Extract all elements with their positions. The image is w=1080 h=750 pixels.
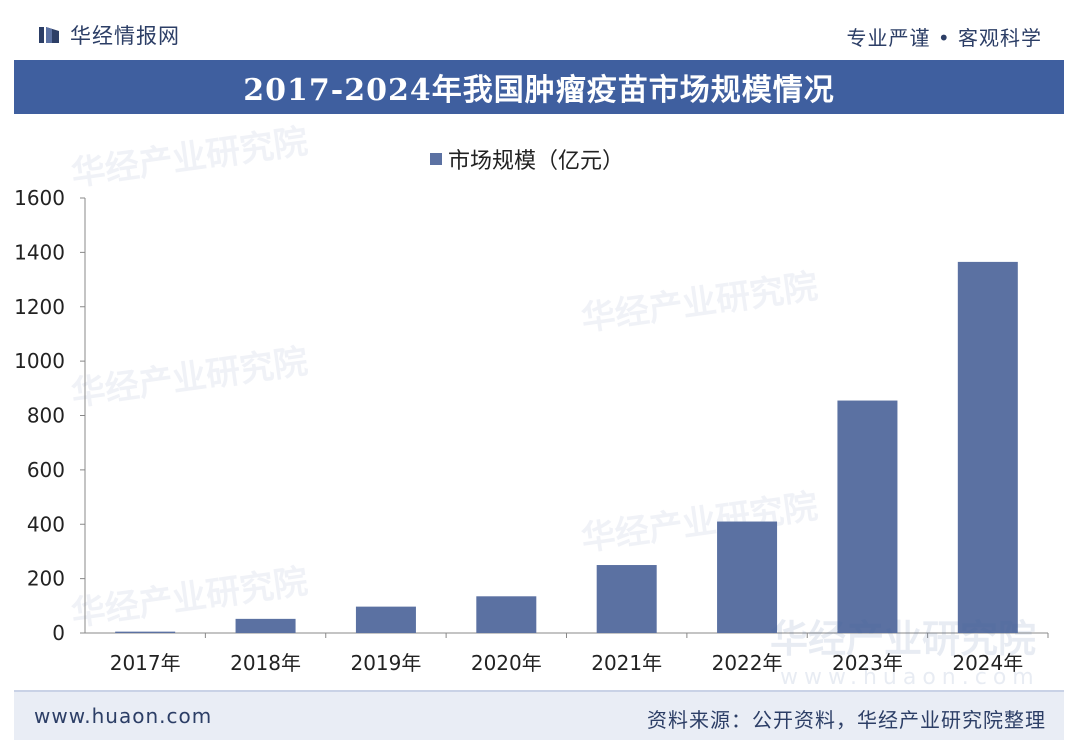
y-tick-label: 1000 [14,349,65,373]
x-tick-label: 2020年 [471,651,542,675]
brand-name: 华经情报网 [70,24,180,48]
bar [717,521,778,633]
footer: www.huaon.com 资料来源：公开资料，华经产业研究院整理 [14,690,1064,740]
bar-chart: 0 200 400 600 800 1000 1200 1400 1600 2017年 2018年 2… [14,186,1049,690]
y-tick-label: 1600 [14,186,65,210]
bar [596,565,657,633]
bar [355,606,416,633]
title-band: 2017-2024年我国肿瘤疫苗市场规模情况 [14,60,1064,114]
legend: 市场规模（亿元） [430,143,624,175]
bar [476,596,537,633]
bar [957,261,1018,633]
brand-logo-icon [39,27,59,43]
footer-url[interactable]: www.huaon.com [34,704,213,728]
x-tick-label: 2021年 [591,651,662,675]
bar [115,631,176,633]
chart-title: 2017-2024年我国肿瘤疫苗市场规模情况 [243,73,835,108]
y-tick-label: 1400 [14,240,65,264]
bar [235,618,296,633]
x-tick-label: 2022年 [712,651,783,675]
y-tick-label: 200 [27,567,65,591]
bar [837,400,898,633]
y-tick-label: 800 [27,404,65,428]
watermark-url: www.huaon.com [780,665,1040,690]
x-tick-label: 2017年 [110,651,181,675]
y-tick-label: 1200 [14,295,65,319]
watermark-logo: 华经产业研究院 [770,617,1036,661]
x-tick-label: 2024年 [952,651,1023,675]
slogan: 专业严谨 • 客观科学 [846,26,1042,50]
y-tick-label: 400 [27,512,65,536]
x-tick-label: 2018年 [230,651,301,675]
footer-source: 资料来源：公开资料，华经产业研究院整理 [647,708,1046,732]
legend-swatch [430,153,442,165]
x-tick-label: 2019年 [350,651,421,675]
y-tick-label: 600 [27,458,65,482]
x-tick-label: 2023年 [832,651,903,675]
legend-label: 市场规模（亿元） [448,149,625,174]
y-tick-label: 0 [52,621,65,645]
brand: 华经情报网 [38,20,180,50]
